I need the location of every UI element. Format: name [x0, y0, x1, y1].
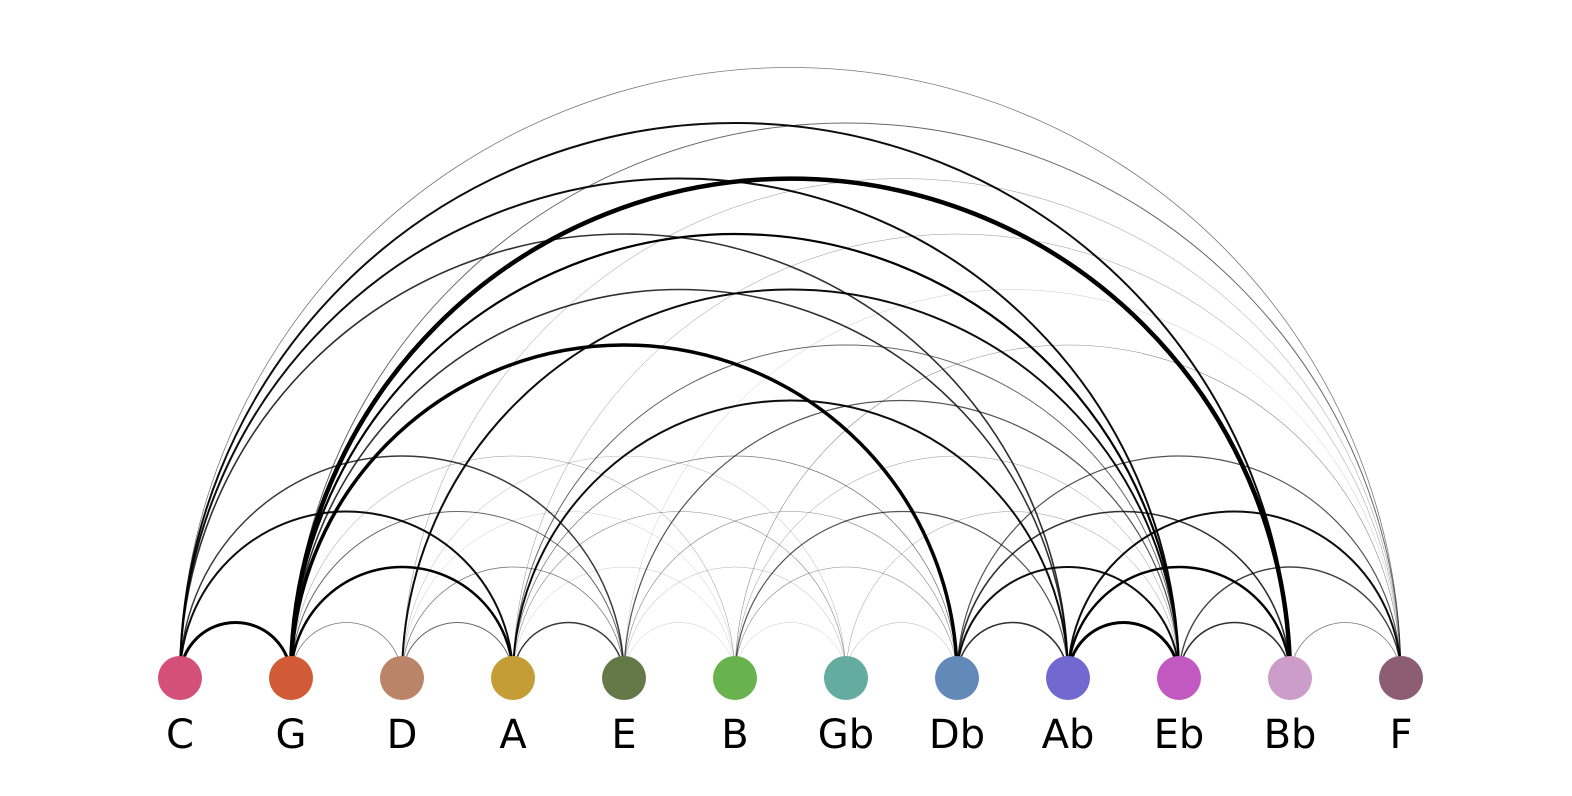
link-G-Db [289, 343, 959, 679]
node-label-G: G [276, 712, 307, 758]
link-C-Ab [179, 233, 1069, 679]
link-B-Db [734, 566, 958, 679]
node-Db [935, 656, 979, 700]
link-G-Bb [288, 176, 1293, 679]
link-A-F [512, 233, 1402, 679]
link-E-F [623, 289, 1402, 679]
link-A-Gb [512, 511, 847, 679]
link-A-B [512, 566, 736, 679]
link-C-Bb [179, 122, 1291, 679]
link-Db-Bb [956, 510, 1291, 679]
node-label-D: D [387, 712, 418, 758]
link-Db-F [956, 455, 1402, 679]
link-Eb-Bb [1178, 621, 1291, 679]
node-label-Eb: Eb [1154, 712, 1205, 758]
node-G [269, 656, 313, 700]
node-label-C: C [166, 712, 194, 758]
link-G-Ab [290, 288, 1069, 679]
node-Eb [1157, 656, 1201, 700]
link-B-Eb [734, 455, 1180, 679]
link-Ab-Bb [1066, 565, 1292, 679]
link-E-Eb [623, 399, 1180, 679]
link-B-Ab [734, 510, 1069, 679]
nodes-layer [158, 656, 1423, 700]
node-label-Ab: Ab [1042, 712, 1095, 758]
link-C-G [178, 621, 293, 679]
link-Db-Eb [956, 566, 1180, 679]
node-label-A: A [499, 712, 527, 758]
node-E [602, 656, 646, 700]
link-Ab-Eb [1066, 621, 1181, 679]
link-C-F [179, 67, 1402, 679]
link-G-F [290, 122, 1402, 679]
link-D-E [401, 566, 625, 679]
node-Bb [1268, 656, 1312, 700]
node-label-Bb: Bb [1264, 712, 1317, 758]
link-Gb-Eb [845, 511, 1180, 679]
link-G-E [290, 511, 625, 679]
node-Ab [1046, 656, 1090, 700]
link-D-B [401, 511, 736, 679]
labels-layer: C G D A E B Gb Db Ab Eb Bb F [166, 712, 1412, 758]
link-G-A [289, 565, 515, 679]
node-label-B: B [721, 712, 748, 758]
link-A-E [512, 621, 625, 679]
link-A-Db [512, 455, 958, 679]
node-label-E: E [611, 712, 636, 758]
link-B-F [734, 344, 1402, 679]
links-layer [178, 67, 1402, 679]
node-Gb [824, 656, 868, 700]
link-E-Gb [623, 566, 847, 679]
node-A [491, 656, 535, 700]
link-E-Db [623, 511, 958, 679]
link-C-E [179, 455, 625, 679]
link-Eb-F [1178, 566, 1402, 679]
node-C [158, 656, 202, 700]
link-D-Eb [401, 288, 1180, 679]
link-A-Ab [512, 399, 1069, 679]
link-A-Eb [512, 344, 1180, 679]
link-G-D [290, 622, 403, 679]
link-G-Eb [289, 232, 1181, 679]
link-Db-Ab [956, 621, 1069, 679]
node-label-Gb: Gb [818, 712, 874, 758]
node-label-F: F [1389, 712, 1412, 758]
link-D-Gb [401, 455, 847, 679]
node-D [380, 656, 424, 700]
node-B [713, 656, 757, 700]
node-label-Db: Db [929, 712, 985, 758]
link-D-A [401, 622, 514, 679]
link-Ab-F [1067, 510, 1402, 679]
link-Bb-F [1289, 622, 1402, 679]
link-G-B [290, 455, 736, 679]
link-D-F [401, 178, 1402, 679]
link-C-Eb [179, 177, 1180, 679]
link-C-A [179, 510, 514, 679]
node-F [1379, 656, 1423, 700]
